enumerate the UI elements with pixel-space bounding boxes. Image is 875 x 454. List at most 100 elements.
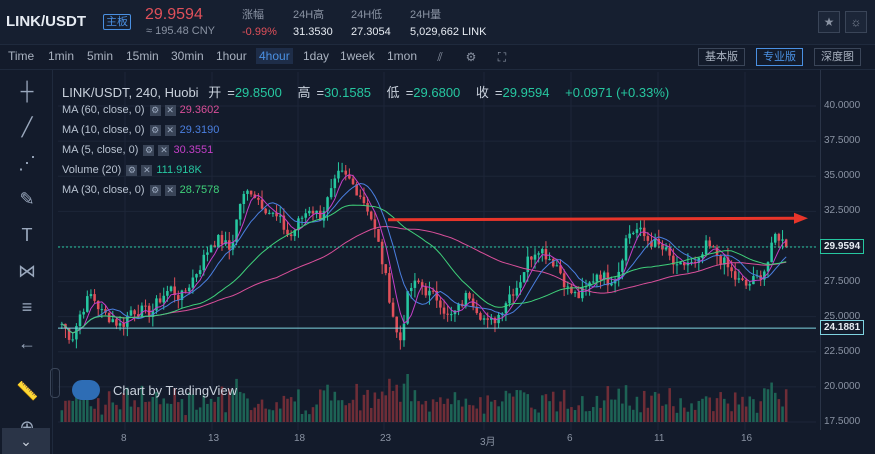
tf-1mon[interactable]: 1mon — [387, 49, 418, 63]
candle-body — [184, 290, 187, 292]
tradingview-watermark[interactable]: Chart by TradingView — [113, 383, 238, 398]
pair-name[interactable]: LINK/USDT — [6, 13, 86, 30]
volume-bar — [661, 405, 664, 422]
candle-body — [166, 291, 169, 296]
tf-15min[interactable]: 15min — [126, 49, 159, 63]
candle-body — [271, 212, 275, 214]
candle-body — [395, 316, 398, 333]
trendline-icon[interactable]: ╱ — [21, 117, 33, 137]
candle-body — [653, 238, 657, 247]
candle-body — [522, 272, 526, 283]
candle-body — [661, 244, 664, 250]
text-icon[interactable]: T — [21, 225, 33, 245]
indicator-4[interactable]: MA (30, close, 0) ⚙ ✕ 28.7578 — [62, 184, 220, 196]
tf-time[interactable]: Time — [8, 49, 35, 63]
tf-30min[interactable]: 30min — [171, 49, 204, 63]
theme-icon[interactable]: ☼ — [845, 11, 867, 33]
volume-bar — [530, 407, 533, 422]
candle-body — [621, 260, 624, 272]
tf-1week[interactable]: 1week — [340, 49, 375, 63]
candle-body — [82, 311, 85, 315]
symbol-label[interactable]: LINK/USDT, 240, Huobi — [62, 85, 199, 100]
tf-5min[interactable]: 5min — [87, 49, 114, 63]
brush-icon[interactable]: ✎ — [19, 189, 35, 209]
candle-body — [231, 242, 235, 250]
volume-bar — [238, 391, 242, 422]
volume-bar — [351, 399, 355, 422]
candle-body — [602, 272, 606, 280]
candle-body — [559, 265, 562, 274]
ruler-icon[interactable]: 📏 — [16, 381, 39, 401]
volume-bar — [348, 403, 351, 422]
candle-body — [599, 274, 602, 280]
candle-body — [784, 239, 788, 248]
volume-bar — [184, 415, 187, 422]
pitchfork-icon[interactable]: ⋰ — [18, 153, 36, 173]
candle-body — [497, 314, 500, 324]
volume-bar — [548, 401, 551, 422]
candle-body — [541, 249, 544, 254]
volume-bar — [344, 405, 348, 422]
candle-body — [78, 314, 82, 327]
candle-body — [581, 287, 584, 299]
indicator-2[interactable]: MA (5, close, 0) ⚙ ✕ 30.3551 — [62, 144, 214, 156]
volume-bar — [67, 400, 71, 422]
fullscreen-icon[interactable]: ⛶ — [497, 50, 507, 64]
candle-body — [770, 242, 773, 263]
candle-body — [340, 170, 344, 172]
volume-bar — [490, 401, 493, 422]
volume-bar — [577, 405, 580, 422]
crosshair-icon[interactable]: ┼ — [20, 81, 34, 101]
view-basic-button[interactable]: 基本版 — [698, 48, 745, 66]
indicator-1[interactable]: MA (10, close, 0) ⚙ ✕ 29.3190 — [62, 124, 220, 136]
candle-body — [701, 254, 704, 258]
view-pro-button[interactable]: 专业版 — [756, 48, 803, 66]
stat-24h-high: 24H高 31.3530 — [293, 9, 333, 38]
volume-bar — [664, 404, 668, 422]
pattern-icon[interactable]: ⋈ — [18, 261, 36, 281]
volume-bar — [482, 413, 486, 422]
candle-body — [235, 219, 238, 243]
volume-bar — [286, 398, 289, 422]
indicators-icon[interactable]: ⫽ — [437, 50, 443, 64]
volume-bar — [224, 412, 227, 422]
collapse-toolbar-button[interactable]: ⌄ — [2, 428, 50, 454]
candle-body — [573, 292, 577, 294]
volume-bar — [460, 406, 464, 422]
ma-line — [61, 174, 787, 334]
candle-body — [195, 274, 198, 278]
candle-body — [471, 298, 475, 307]
arrow-left-icon[interactable]: ← — [18, 333, 36, 353]
last-price-label: 29.9594 — [820, 239, 865, 255]
candle-body — [752, 276, 755, 285]
volume-bar — [588, 410, 591, 422]
x-tick-label: 13 — [208, 433, 220, 444]
volume-bar — [64, 400, 67, 422]
indicator-3[interactable]: Volume (20) ⚙ ✕ 111.918K — [62, 164, 202, 176]
candle-body — [202, 254, 206, 271]
fib-icon[interactable]: ≡ — [21, 297, 33, 317]
volume-bar — [318, 389, 322, 422]
volume-bar — [635, 396, 639, 422]
scroll-handle[interactable] — [50, 368, 60, 398]
tf-4hour[interactable]: 4hour — [256, 48, 293, 64]
volume-bar — [708, 397, 712, 422]
tf-1hour[interactable]: 1hour — [216, 49, 247, 63]
candle-body — [708, 240, 712, 247]
candle-body — [158, 298, 162, 303]
settings-icon[interactable]: ⚙ — [465, 50, 477, 64]
view-depth-button[interactable]: 深度图 — [814, 48, 861, 66]
star-icon[interactable]: ★ — [818, 11, 840, 33]
volume-bar — [424, 400, 428, 422]
y-tick-label: 22.5000 — [824, 345, 861, 357]
candle-body — [107, 312, 111, 323]
candle-body — [781, 239, 784, 241]
last-price: 29.9594 — [145, 6, 203, 23]
tf-1day[interactable]: 1day — [303, 49, 330, 63]
candle-body — [548, 259, 551, 261]
tf-1min[interactable]: 1min — [48, 49, 75, 63]
candle-body — [206, 252, 209, 255]
volume-bar — [526, 394, 530, 422]
candle-body — [493, 317, 497, 324]
indicator-0[interactable]: MA (60, close, 0) ⚙ ✕ 29.3602 — [62, 104, 220, 116]
